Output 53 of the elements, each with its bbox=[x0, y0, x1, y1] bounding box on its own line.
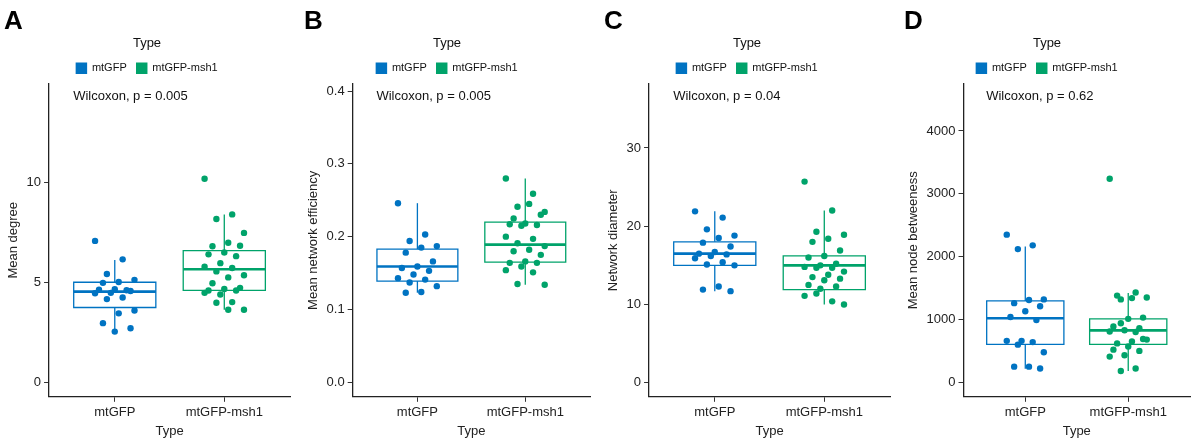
y-tick-label: 30 bbox=[626, 139, 642, 155]
legend-label: mtGFP bbox=[991, 61, 1027, 74]
x-tick-label: mtGFP-msh1 bbox=[486, 404, 564, 420]
legend-label: mtGFP bbox=[391, 61, 427, 74]
x-axis-title: Type bbox=[755, 422, 784, 438]
y-tick-label: 0.0 bbox=[326, 373, 345, 389]
y-tick-label: 0 bbox=[948, 373, 956, 389]
x-tick-label: mtGFP bbox=[396, 404, 438, 420]
legend-title: Type bbox=[1032, 35, 1062, 51]
annotation: Wilcoxon, p = 0.005 bbox=[73, 87, 188, 103]
x-axis-title: Type bbox=[155, 422, 184, 438]
y-tick-label: 20 bbox=[626, 217, 642, 233]
x-axis-title: Type bbox=[457, 422, 486, 438]
legend-label: mtGFP-msh1 bbox=[752, 61, 818, 74]
y-tick-label: 0.4 bbox=[326, 82, 345, 98]
y-tick-label: 0 bbox=[33, 374, 42, 390]
chart-title: B bbox=[304, 4, 323, 35]
chart-title: A bbox=[4, 4, 23, 35]
x-tick-label: mtGFP bbox=[694, 404, 736, 420]
legend-label: mtGFP bbox=[691, 61, 727, 74]
y-tick-label: 0.3 bbox=[326, 155, 345, 171]
y-tick-label: 3000 bbox=[926, 185, 956, 201]
y-axis-title: Mean node betweeness bbox=[905, 170, 921, 310]
annotation: Wilcoxon, p = 0.005 bbox=[376, 87, 491, 103]
legend-title: Type bbox=[132, 35, 162, 51]
x-axis-title: Type bbox=[1062, 422, 1091, 438]
y-tick-label: 5 bbox=[33, 274, 42, 290]
annotation: Wilcoxon, p = 0.62 bbox=[986, 87, 1094, 103]
y-axis-title: Mean degree bbox=[5, 201, 21, 279]
legend-title: Type bbox=[732, 35, 762, 51]
y-tick-label: 0 bbox=[633, 374, 642, 390]
legend-label: mtGFP bbox=[91, 61, 127, 74]
y-tick-label: 1000 bbox=[926, 311, 956, 327]
y-axis-title: Mean network efficiency bbox=[305, 170, 321, 310]
y-tick-label: 0.1 bbox=[326, 301, 345, 317]
y-tick-label: 0.2 bbox=[326, 228, 345, 244]
y-tick-label: 2000 bbox=[926, 248, 956, 264]
x-tick-label: mtGFP bbox=[1004, 404, 1046, 420]
chart-title: D bbox=[904, 4, 923, 35]
y-tick-label: 10 bbox=[626, 296, 642, 312]
x-tick-label: mtGFP-msh1 bbox=[185, 404, 263, 420]
x-tick-label: mtGFP-msh1 bbox=[1089, 404, 1167, 420]
y-tick-label: 4000 bbox=[926, 122, 956, 138]
y-tick-label: 10 bbox=[26, 173, 42, 189]
legend-title: Type bbox=[432, 35, 462, 51]
chart-title: C bbox=[604, 4, 623, 35]
y-axis-title: Network diameter bbox=[605, 188, 621, 292]
legend-label: mtGFP-msh1 bbox=[152, 61, 218, 74]
legend-label: mtGFP-msh1 bbox=[1052, 61, 1118, 74]
x-tick-label: mtGFP bbox=[94, 404, 136, 420]
x-tick-label: mtGFP-msh1 bbox=[785, 404, 863, 420]
legend-label: mtGFP-msh1 bbox=[452, 61, 518, 74]
annotation: Wilcoxon, p = 0.04 bbox=[673, 87, 781, 103]
